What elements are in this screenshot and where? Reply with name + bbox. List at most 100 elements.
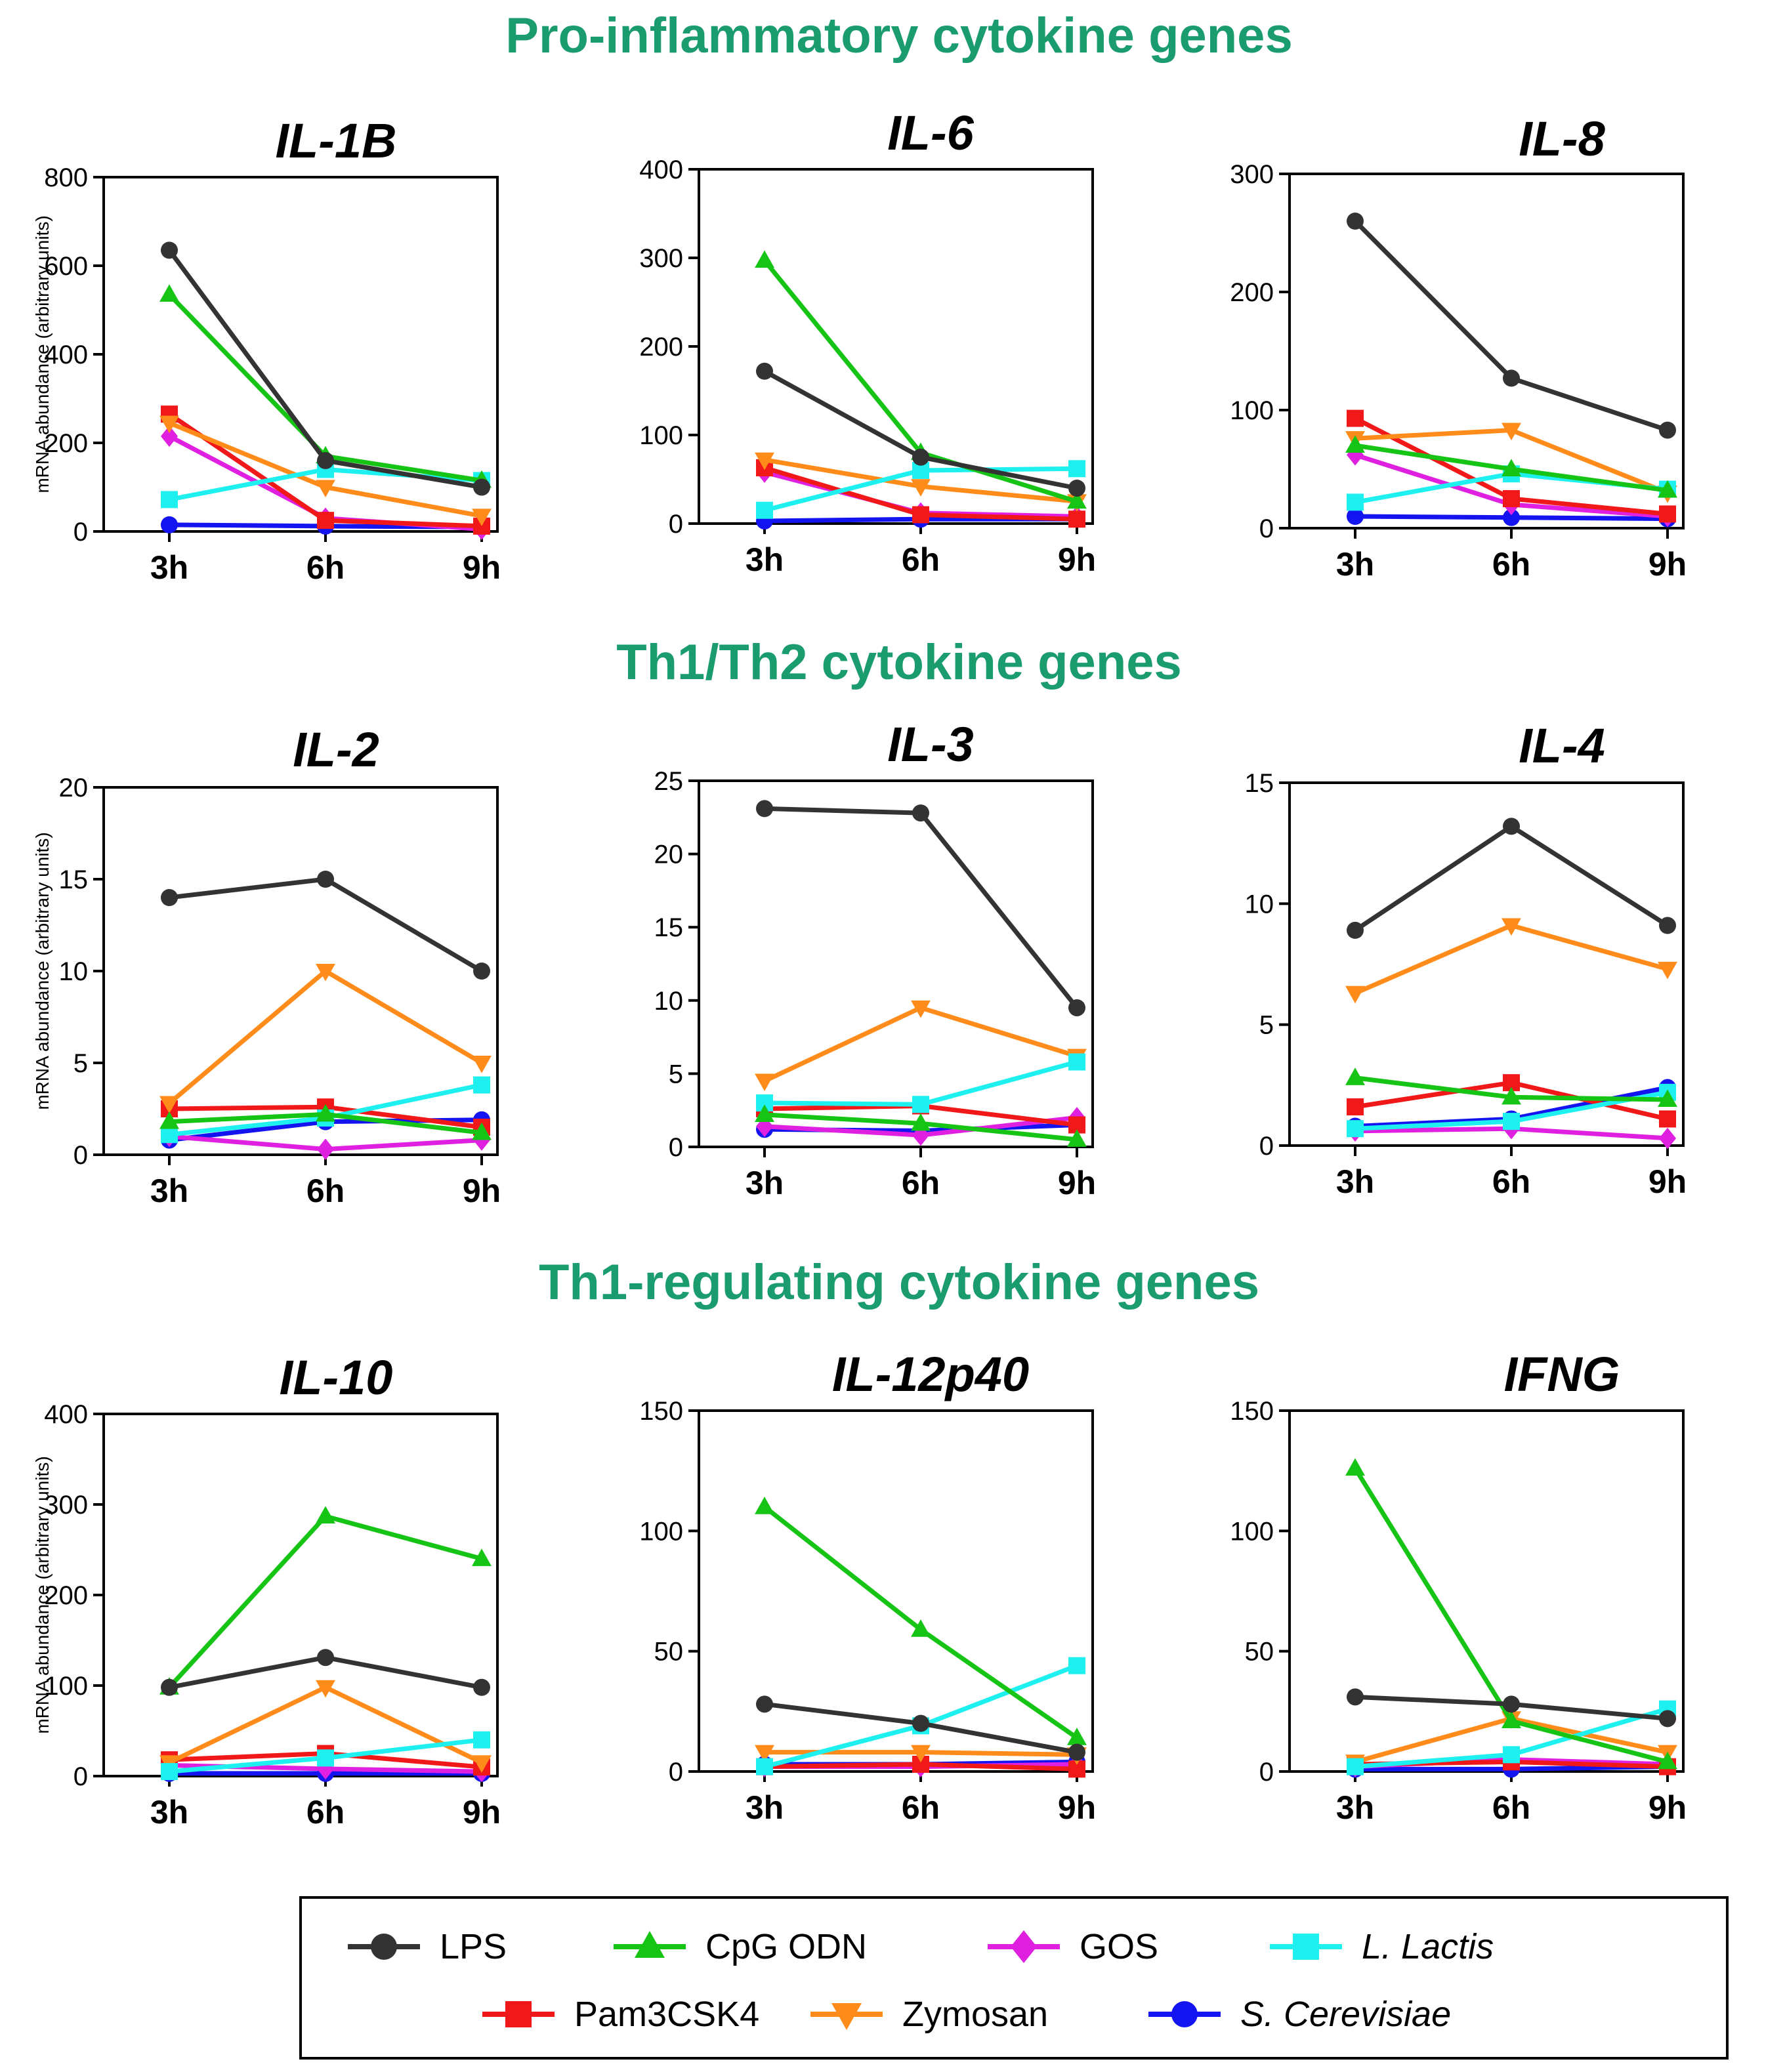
data-point-ifng-lps-9h — [1659, 1710, 1676, 1728]
x-tick-label-il-6-3h: 3h — [746, 541, 784, 578]
data-point-il-6-zymosan-3h — [755, 452, 774, 470]
data-point-il-1b-gos-3h — [161, 425, 178, 447]
data-point-il-4-pam3csk4-9h — [1659, 1110, 1676, 1128]
x-tick-label-il-1b-3h: 3h — [150, 549, 188, 586]
data-point-ifng-cpg-odn-9h — [1658, 1751, 1677, 1770]
data-point-il-3-cpg-odn-6h — [911, 1113, 931, 1131]
x-tick-label-il-10-6h: 6h — [306, 1794, 345, 1831]
data-point-il-8-zymosan-6h — [1502, 423, 1521, 441]
data-point-il-12p40-lps-3h — [756, 1695, 773, 1713]
section-title-pro-inflammatory: Pro-inflammatory cytokine genes — [505, 8, 1292, 64]
section-title-th1-regulating: Th1-regulating cytokine genes — [539, 1254, 1259, 1310]
data-point-il-2-zymosan-3h — [159, 1096, 179, 1114]
data-point-il-1b-lps-3h — [161, 241, 178, 259]
legend-label-zymosan: Zymosan — [902, 1995, 1048, 2034]
data-point-il-2-gos-6h — [317, 1138, 334, 1160]
data-point-il-12p40-zymosan-3h — [755, 1745, 774, 1763]
y-tick-label-il-8-100: 100 — [1230, 396, 1274, 425]
data-point-il-12p40-lps-9h — [1068, 1743, 1085, 1761]
series-il-3-lps — [756, 800, 1085, 1016]
x-tick-label-ifng-3h: 3h — [1336, 1789, 1374, 1826]
data-point-il-4-lps-9h — [1659, 917, 1676, 934]
data-point-il-2-lps-9h — [473, 963, 490, 980]
x-tick-label-il-3-9h: 9h — [1058, 1165, 1096, 1201]
chart-title-il-8: IL-8 — [1519, 112, 1605, 166]
x-tick-label-il-10-3h: 3h — [150, 1794, 188, 1831]
y-tick-label-il-10-100: 100 — [44, 1672, 88, 1701]
series-il-10-cpg-odn — [159, 1506, 492, 1695]
y-tick-label-il-10-400: 400 — [44, 1400, 88, 1429]
legend-entry-pam3csk4: Pam3CSK4 — [482, 1995, 759, 2034]
data-point-il-3-zymosan-3h — [755, 1073, 774, 1092]
y-tick-label-il-10-0: 0 — [74, 1762, 88, 1791]
x-tick-label-il-8-3h: 3h — [1336, 546, 1374, 583]
data-point-il-1b-lps-6h — [317, 452, 334, 469]
legend-label-l-lactis: L. Lactis — [1362, 1927, 1494, 1966]
data-point-il-4-zymosan-9h — [1658, 961, 1677, 980]
y-tick-label-il-6-400: 400 — [639, 155, 683, 184]
chart-title-il-10: IL-10 — [280, 1350, 393, 1405]
y-tick-label-il-6-100: 100 — [639, 421, 683, 450]
series-line-il-4-lps — [1354, 823, 1669, 932]
legend-entry-gos: GOS — [988, 1927, 1158, 1966]
x-tick-label-ifng-9h: 9h — [1648, 1789, 1687, 1826]
plot-frame-il-3 — [698, 779, 1094, 1148]
data-point-il-2-cpg-odn-9h — [472, 1122, 492, 1140]
series-ifng-cpg-odn — [1345, 1458, 1677, 1770]
data-point-il-4-pam3csk4-3h — [1347, 1098, 1364, 1116]
data-point-il-4-gos-9h — [1659, 1127, 1676, 1150]
data-point-il-8-pam3csk4-9h — [1659, 505, 1676, 523]
data-point-il-3-lps-3h — [756, 800, 773, 818]
x-tick-label-il-3-6h: 6h — [902, 1165, 940, 1201]
x-tick-label-il-3-3h: 3h — [746, 1165, 784, 1201]
data-point-il-10-lps-9h — [473, 1678, 490, 1696]
chart-il-1b: IL-1B 0 200 400 600 800 3h 6h 9h mRNA abundance (… — [32, 114, 501, 586]
legend-label-s-cerevisiae: S. Cerevisiae — [1240, 1995, 1451, 2034]
x-tick-label-il-6-9h: 9h — [1058, 541, 1096, 578]
data-point-il-3-l-lactis-9h — [1068, 1053, 1085, 1071]
data-point-ifng-l-lactis-6h — [1503, 1746, 1520, 1764]
data-point-il-1b-pam3csk4-6h — [317, 512, 334, 529]
y-tick-label-il-8-200: 200 — [1230, 278, 1274, 307]
series-il-10-lps — [161, 1649, 490, 1696]
x-tick-label-il-10-9h: 9h — [463, 1794, 501, 1831]
series-il-1b-lps — [161, 241, 490, 496]
y-tick-label-il-1b-400: 400 — [44, 341, 88, 369]
y-tick-label-il-12p40-50: 50 — [654, 1638, 684, 1667]
series-il-4-zymosan — [1345, 918, 1677, 1004]
x-tick-label-il-12p40-6h: 6h — [902, 1789, 940, 1826]
series-line-il-2-lps — [169, 877, 483, 974]
chart-title-ifng: IFNG — [1504, 1347, 1620, 1401]
y-tick-label-il-3-5: 5 — [669, 1060, 683, 1088]
data-point-il-10-zymosan-6h — [316, 1680, 335, 1698]
series-il-8-cpg-odn — [1345, 435, 1677, 498]
y-tick-label-ifng-150: 150 — [1230, 1397, 1274, 1426]
chart-title-il-1b: IL-1B — [276, 114, 397, 168]
data-point-il-4-zymosan-6h — [1502, 918, 1521, 936]
plot-frame-ifng — [1288, 1409, 1685, 1773]
y-tick-label-il-10-300: 300 — [44, 1491, 88, 1520]
data-point-il-12p40-cpg-odn-9h — [1067, 1728, 1087, 1745]
data-point-il-8-lps-3h — [1347, 213, 1364, 230]
chart-il-8: IL-8 0 100 200 300 3h 6h 9h — [1230, 112, 1687, 583]
chart-il-2: IL-2 0 5 10 15 20 3h 6h 9h mRNA abundance (arbitr… — [32, 722, 501, 1209]
legend-marker-pam3csk4 — [505, 2001, 532, 2027]
y-tick-label-il-4-5: 5 — [1259, 1011, 1274, 1040]
y-axis-label-il-10: mRNA abundance (arbitrary units) — [32, 1456, 52, 1733]
y-tick-label-il-3-15: 15 — [654, 913, 684, 942]
x-tick-label-il-2-3h: 3h — [150, 1172, 188, 1209]
data-point-il-6-pam3csk4-9h — [1068, 510, 1085, 528]
series-il-4-cpg-odn — [1345, 1067, 1677, 1108]
series-il-3-cpg-odn — [755, 1104, 1087, 1147]
data-point-ifng-lps-6h — [1503, 1695, 1520, 1713]
data-point-il-10-lps-3h — [161, 1678, 178, 1696]
chart-title-il-4: IL-4 — [1519, 718, 1605, 773]
y-tick-label-ifng-100: 100 — [1230, 1517, 1274, 1546]
data-point-il-10-l-lactis-6h — [317, 1749, 334, 1767]
legend-entry-cpg-odn: CpG ODN — [614, 1927, 867, 1966]
plot-frame-il-4 — [1288, 781, 1685, 1147]
y-tick-label-il-3-0: 0 — [669, 1133, 683, 1162]
plot-frame-il-10 — [102, 1413, 499, 1777]
y-tick-label-il-2-0: 0 — [74, 1141, 88, 1170]
